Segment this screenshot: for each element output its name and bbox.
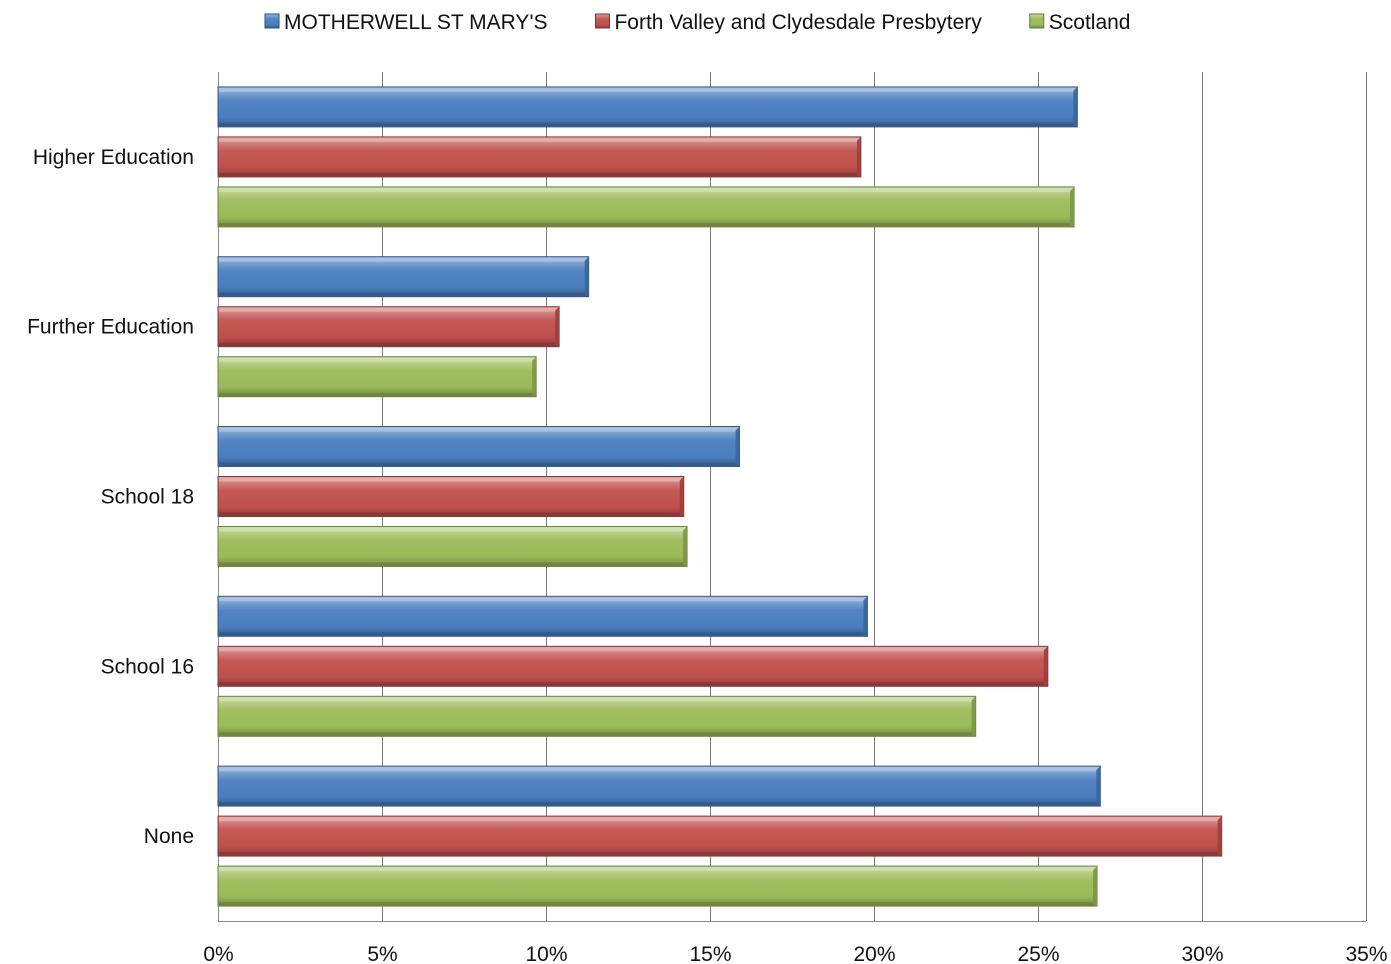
legend-swatch bbox=[1029, 13, 1045, 29]
category-label: None bbox=[144, 825, 194, 848]
legend-swatch bbox=[264, 13, 280, 29]
legend-item: Forth Valley and Clydesdale Presbytery bbox=[594, 11, 982, 34]
legend-label: Forth Valley and Clydesdale Presbytery bbox=[614, 11, 982, 34]
bar bbox=[217, 356, 537, 398]
bar bbox=[217, 865, 1098, 907]
legend-item: MOTHERWELL ST MARY'S bbox=[264, 11, 547, 34]
bar bbox=[217, 695, 977, 737]
bars bbox=[217, 86, 1223, 907]
x-tick-label: 5% bbox=[367, 943, 397, 964]
category-label: Higher Education bbox=[33, 146, 194, 169]
bar bbox=[217, 256, 590, 298]
bar bbox=[217, 526, 688, 567]
category-labels: Higher Education Further Education School … bbox=[27, 146, 194, 848]
category-label: School 18 bbox=[101, 486, 194, 509]
bar bbox=[217, 595, 868, 637]
bar bbox=[217, 645, 1049, 687]
legend-label: MOTHERWELL ST MARY'S bbox=[284, 11, 547, 34]
x-tick-label: 10% bbox=[525, 943, 567, 964]
x-tick-label: 25% bbox=[1017, 943, 1059, 964]
legend-label: Scotland bbox=[1049, 11, 1131, 34]
legend: MOTHERWELL ST MARY'S Forth Valley and Cly… bbox=[264, 11, 1131, 34]
category-label: School 16 bbox=[101, 655, 194, 678]
bar bbox=[217, 86, 1078, 128]
bar bbox=[217, 306, 560, 348]
legend-swatch bbox=[594, 13, 610, 29]
bar bbox=[217, 426, 741, 467]
x-tick-label: 0% bbox=[203, 943, 233, 964]
bar bbox=[217, 136, 862, 178]
x-axis-ticks: 0% 5% 10% 15% 20% 25% 30% 35% bbox=[203, 943, 1387, 964]
bar bbox=[217, 815, 1223, 857]
x-tick-label: 20% bbox=[853, 943, 895, 964]
category-label: Further Education bbox=[27, 316, 194, 339]
x-tick-label: 15% bbox=[689, 943, 731, 964]
bar bbox=[217, 765, 1101, 807]
legend-item: Scotland bbox=[1029, 11, 1131, 34]
bar bbox=[217, 186, 1075, 228]
bar bbox=[217, 476, 685, 517]
x-tick-label: 30% bbox=[1181, 943, 1223, 964]
x-tick-label: 35% bbox=[1345, 943, 1387, 964]
